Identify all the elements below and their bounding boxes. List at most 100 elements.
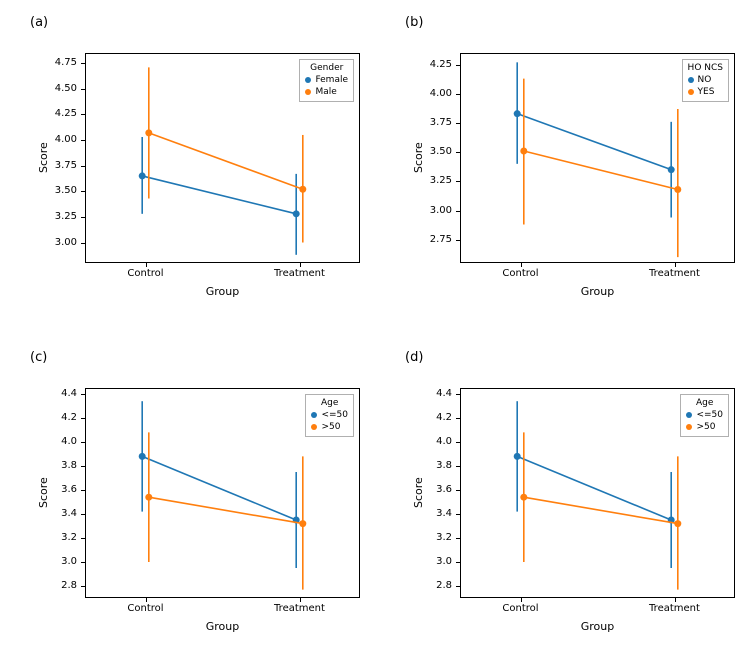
ylabel: Score <box>412 477 425 508</box>
ytick-label: 3.75 <box>420 117 452 128</box>
legend-item: NO <box>688 74 723 86</box>
series-marker <box>145 129 152 136</box>
ytick-label: 2.8 <box>420 580 452 591</box>
ytick-label: 4.2 <box>420 412 452 423</box>
xlabel: Group <box>183 285 263 298</box>
series-marker <box>520 494 527 501</box>
panel-label-a: (a) <box>30 15 48 30</box>
ytick-label: 4.25 <box>45 108 77 119</box>
legend-item: Female <box>305 74 348 86</box>
series-marker <box>293 210 300 217</box>
xlabel: Group <box>183 620 263 633</box>
series-line <box>524 151 678 190</box>
series-marker <box>139 172 146 179</box>
ytick-label: 3.2 <box>45 532 77 543</box>
legend-label: NO <box>698 75 712 85</box>
xtick-label: Control <box>106 268 186 279</box>
xlabel: Group <box>558 620 638 633</box>
legend-item: <=50 <box>311 409 348 421</box>
panel-label-c: (c) <box>30 350 47 365</box>
series-line <box>142 176 296 214</box>
ytick-label: 3.25 <box>420 175 452 186</box>
ylabel: Score <box>412 142 425 173</box>
legend-marker-icon <box>688 77 694 83</box>
legend-item: >50 <box>311 421 348 433</box>
series-line <box>142 456 296 520</box>
series-marker <box>299 520 306 527</box>
ytick-label: 3.25 <box>45 211 77 222</box>
ytick-label: 3.0 <box>420 556 452 567</box>
ytick-label: 2.75 <box>420 234 452 245</box>
xtick-mark <box>675 263 676 267</box>
legend-item: Male <box>305 86 348 98</box>
xlabel: Group <box>558 285 638 298</box>
ytick-label: 4.75 <box>45 57 77 68</box>
series-marker <box>674 520 681 527</box>
ytick-label: 4.0 <box>420 436 452 447</box>
ylabel: Score <box>37 477 50 508</box>
ytick-label: 3.2 <box>420 532 452 543</box>
ytick-label: 4.4 <box>420 388 452 399</box>
ylabel: Score <box>37 142 50 173</box>
legend-label: <=50 <box>696 410 723 420</box>
legend-title: Age <box>686 398 723 408</box>
series-marker <box>145 494 152 501</box>
legend-label: Male <box>315 87 336 97</box>
ytick-label: 3.4 <box>420 508 452 519</box>
ytick-label: 4.2 <box>45 412 77 423</box>
series-marker <box>674 186 681 193</box>
legend-label: >50 <box>321 422 340 432</box>
ytick-label: 3.50 <box>45 185 77 196</box>
ytick-label: 3.00 <box>420 205 452 216</box>
xtick-mark <box>675 598 676 602</box>
xtick-mark <box>300 598 301 602</box>
series-line <box>517 114 671 170</box>
series-marker <box>514 453 521 460</box>
xtick-label: Control <box>106 603 186 614</box>
series-marker <box>668 166 675 173</box>
ytick-label: 3.0 <box>45 556 77 567</box>
legend-item: >50 <box>686 421 723 433</box>
ytick-label: 2.8 <box>45 580 77 591</box>
xtick-mark <box>521 263 522 267</box>
legend-item: YES <box>688 86 723 98</box>
legend-marker-icon <box>311 424 317 430</box>
panel-label-d: (d) <box>405 350 423 365</box>
ytick-label: 3.8 <box>420 460 452 471</box>
series-line <box>149 133 303 189</box>
series-marker <box>299 186 306 193</box>
series-marker <box>514 110 521 117</box>
legend-item: <=50 <box>686 409 723 421</box>
panel-label-b: (b) <box>405 15 423 30</box>
legend-marker-icon <box>305 89 311 95</box>
legend-marker-icon <box>305 77 311 83</box>
xtick-label: Control <box>481 603 561 614</box>
series-line <box>149 497 303 523</box>
ytick-label: 3.8 <box>45 460 77 471</box>
xtick-label: Control <box>481 268 561 279</box>
ytick-label: 4.00 <box>420 88 452 99</box>
series-marker <box>520 148 527 155</box>
xtick-mark <box>146 598 147 602</box>
ytick-label: 4.4 <box>45 388 77 399</box>
series-line <box>524 497 678 523</box>
legend-marker-icon <box>311 412 317 418</box>
series-line <box>517 456 671 520</box>
xtick-label: Treatment <box>260 603 340 614</box>
xtick-label: Treatment <box>260 268 340 279</box>
xtick-mark <box>300 263 301 267</box>
xtick-mark <box>521 598 522 602</box>
legend-b: HO NCSNOYES <box>682 59 729 102</box>
legend-d: Age <=50 >50 <box>680 394 729 437</box>
ytick-label: 4.50 <box>45 83 77 94</box>
ytick-label: 4.0 <box>45 436 77 447</box>
legend-marker-icon <box>688 89 694 95</box>
legend-label: >50 <box>696 422 715 432</box>
ytick-label: 4.25 <box>420 59 452 70</box>
ytick-label: 3.4 <box>45 508 77 519</box>
legend-label: YES <box>698 87 715 97</box>
figure-root: (a) 3.00 3.25 3.50 3.75 4.00 4.25 4.50 4.75 Contr… <box>0 0 753 657</box>
ytick-label: 3.00 <box>45 237 77 248</box>
xtick-label: Treatment <box>635 268 715 279</box>
xtick-label: Treatment <box>635 603 715 614</box>
